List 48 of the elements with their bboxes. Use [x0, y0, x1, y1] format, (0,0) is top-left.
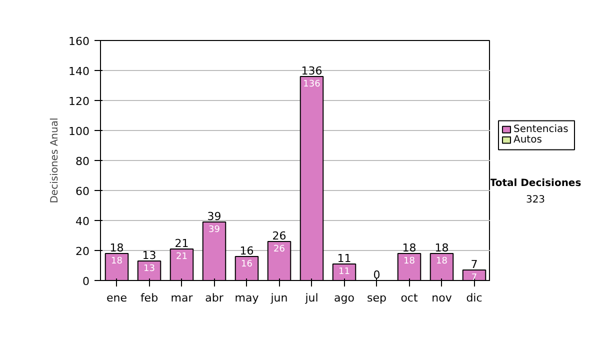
y-tick-label: 80: [76, 155, 90, 168]
y-tick-label: 40: [76, 215, 90, 228]
total-label: 16: [240, 244, 254, 258]
x-tick-label: jul: [304, 292, 318, 304]
total-label: 11: [337, 252, 352, 265]
total-label: 39: [207, 210, 222, 223]
legend-label: Sentencias: [514, 124, 568, 136]
x-tick-label: oct: [400, 292, 418, 304]
data-label: 26: [274, 244, 286, 254]
data-label: 21: [176, 252, 188, 262]
y-tick-label: 140: [68, 65, 90, 78]
data-label: 136: [303, 80, 321, 90]
y-tick-label: 100: [68, 125, 90, 138]
x-tick-label: ago: [334, 292, 355, 304]
total-label: 18: [110, 242, 124, 254]
total-label: 18: [402, 242, 416, 254]
x-tick-label: mar: [170, 292, 194, 304]
x-tick-label: dic: [466, 292, 482, 304]
x-tick-label: jun: [270, 292, 288, 304]
text: 323: [526, 194, 546, 206]
data-label: 18: [436, 256, 448, 266]
total-label: 13: [142, 249, 156, 262]
y-tick-label: 120: [68, 95, 90, 108]
x-tick-label: may: [234, 292, 260, 304]
y-axis-title: Decisiones Anual: [50, 118, 61, 204]
x-tick-label: ene: [106, 292, 128, 304]
total-label: 136: [301, 64, 322, 78]
x-tick-label: abr: [205, 292, 224, 304]
data-label: 16: [241, 260, 253, 270]
x-tick-label: sep: [367, 292, 387, 304]
x-tick-label: nov: [432, 292, 452, 304]
data-label: 13: [144, 264, 155, 274]
data-label: 18: [111, 256, 123, 266]
total-label: 7: [470, 258, 478, 271]
data-label: 18: [404, 256, 416, 266]
y-tick-label: 60: [76, 185, 90, 198]
total-label: 26: [272, 230, 286, 242]
total-label: 21: [174, 237, 189, 250]
data-label: 11: [338, 267, 350, 277]
data-label: 7: [471, 273, 478, 283]
x-tick-label: feb: [140, 292, 158, 304]
total-label: 0: [373, 268, 380, 282]
y-tick-label: 0: [82, 275, 90, 288]
total-label: 18: [434, 242, 449, 254]
y-tick-label: 20: [76, 245, 90, 258]
data-label: 39: [208, 225, 220, 235]
legend-label: Autos: [514, 134, 542, 146]
y-tick-label: 160: [68, 35, 90, 48]
